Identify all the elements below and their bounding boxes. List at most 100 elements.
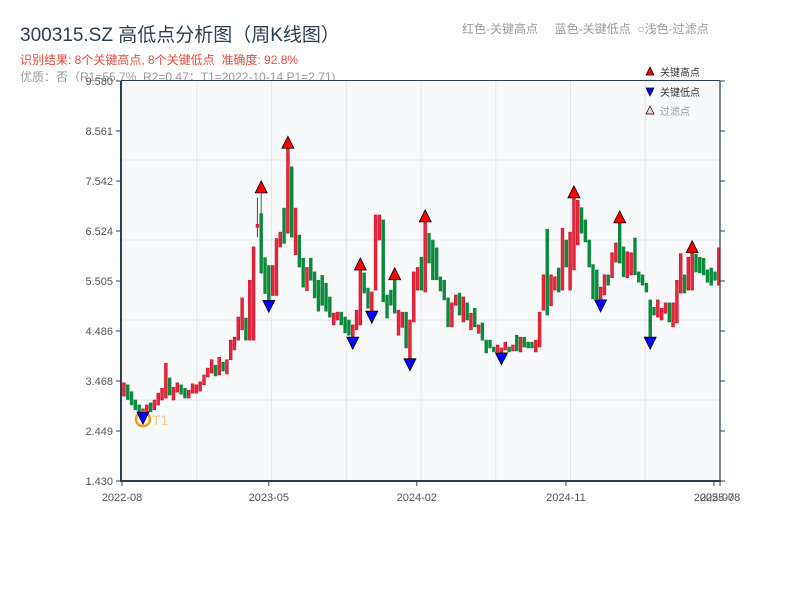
candle-up xyxy=(160,387,164,401)
candle-up xyxy=(671,302,675,328)
candle-down xyxy=(301,257,305,288)
candle-up xyxy=(236,316,241,341)
candle-down xyxy=(366,287,370,309)
candle-down xyxy=(705,269,710,283)
candle-up xyxy=(232,336,237,351)
candle-up xyxy=(602,274,607,296)
candle-down xyxy=(404,311,408,349)
candle-down xyxy=(259,213,263,274)
key-high-marker xyxy=(567,184,581,199)
candle-up xyxy=(240,297,244,331)
candle-down xyxy=(530,341,534,349)
candle-down xyxy=(347,319,351,336)
candle-down xyxy=(507,346,511,353)
y-tick-label: 7.542 xyxy=(85,176,113,188)
candle-up xyxy=(293,207,298,256)
x-tick-label: 2022-08 xyxy=(102,492,142,504)
candle-up xyxy=(194,384,199,394)
candle-down xyxy=(339,311,343,326)
candle-down xyxy=(545,228,549,316)
candle-up xyxy=(400,311,405,328)
candle-down xyxy=(221,361,225,372)
legend-item-label: 关键高点 xyxy=(660,66,700,79)
key-low-marker xyxy=(262,299,276,314)
candle-up xyxy=(412,271,416,323)
candle-up xyxy=(610,252,614,279)
recognition-result-text: 识别结果: 8个关键高点, 8个关键低点 准确度: 92.8% xyxy=(20,53,299,67)
candle-up xyxy=(415,267,420,291)
candle-up xyxy=(495,344,500,353)
candle-down xyxy=(473,307,477,328)
key-low-marker xyxy=(403,358,417,372)
candle-down xyxy=(133,399,138,411)
candle-up xyxy=(217,357,221,376)
candle-down xyxy=(595,269,599,300)
candle-up xyxy=(175,382,179,393)
candle-down xyxy=(694,253,698,273)
candle-down xyxy=(431,239,435,281)
candle-down xyxy=(183,387,187,399)
candle-up xyxy=(686,256,691,291)
key-high-marker xyxy=(353,257,368,271)
key-low-marker xyxy=(365,310,379,325)
candle-up xyxy=(541,274,546,311)
candle-down xyxy=(324,282,328,312)
key-high-marker xyxy=(254,180,268,194)
candle-up xyxy=(408,319,412,360)
candle-up xyxy=(537,311,542,348)
candle-up xyxy=(198,381,202,392)
candle-down xyxy=(438,276,443,292)
candle-down xyxy=(698,256,702,274)
candle-down xyxy=(617,222,622,264)
candle-up xyxy=(675,279,679,324)
candle-up xyxy=(625,251,630,279)
candle-up xyxy=(469,312,473,331)
candle-up xyxy=(679,253,683,294)
candle-up xyxy=(553,276,557,291)
candle-down xyxy=(667,302,671,323)
candle-down xyxy=(389,289,393,306)
chart-title: 300315.SZ 高低点分析图（周K线图） xyxy=(20,25,340,46)
candle-up xyxy=(534,339,538,353)
y-tick-label: 4.486 xyxy=(85,326,113,338)
candle-down xyxy=(648,299,652,338)
candle-down xyxy=(682,274,687,294)
legend-marker-icon xyxy=(645,66,655,76)
candle-up xyxy=(228,339,233,361)
candle-up xyxy=(351,324,355,338)
candle-up xyxy=(122,382,126,397)
candle-up xyxy=(305,267,309,291)
candle-up xyxy=(503,341,507,351)
candle-up xyxy=(511,344,515,352)
candle-up xyxy=(370,291,374,312)
key-high-marker xyxy=(613,209,627,224)
candle-up xyxy=(572,197,576,271)
candle-up xyxy=(335,311,340,321)
candle-down xyxy=(526,341,530,349)
y-tick-label: 5.505 xyxy=(85,276,113,288)
candle-up xyxy=(164,362,168,399)
candle-down xyxy=(179,384,183,395)
candle-up xyxy=(549,274,553,307)
candle-down xyxy=(434,247,439,281)
candle-down xyxy=(583,219,588,243)
candle-down xyxy=(385,294,389,319)
candle-down xyxy=(392,279,397,314)
key-low-marker xyxy=(494,352,509,366)
candle-down xyxy=(640,274,645,286)
candle-up xyxy=(598,286,603,301)
candle-up xyxy=(225,359,229,375)
candle-down xyxy=(381,219,385,303)
candle-up xyxy=(614,242,618,263)
candle-up xyxy=(152,399,157,411)
candle-down xyxy=(282,207,286,244)
candle-up xyxy=(663,302,668,314)
candle-up xyxy=(396,309,401,336)
candle-up xyxy=(450,302,454,328)
candle-down xyxy=(644,282,649,293)
candle-down xyxy=(652,306,656,316)
candle-up xyxy=(286,147,290,234)
candle-up xyxy=(454,294,458,306)
candle-down xyxy=(480,322,485,341)
